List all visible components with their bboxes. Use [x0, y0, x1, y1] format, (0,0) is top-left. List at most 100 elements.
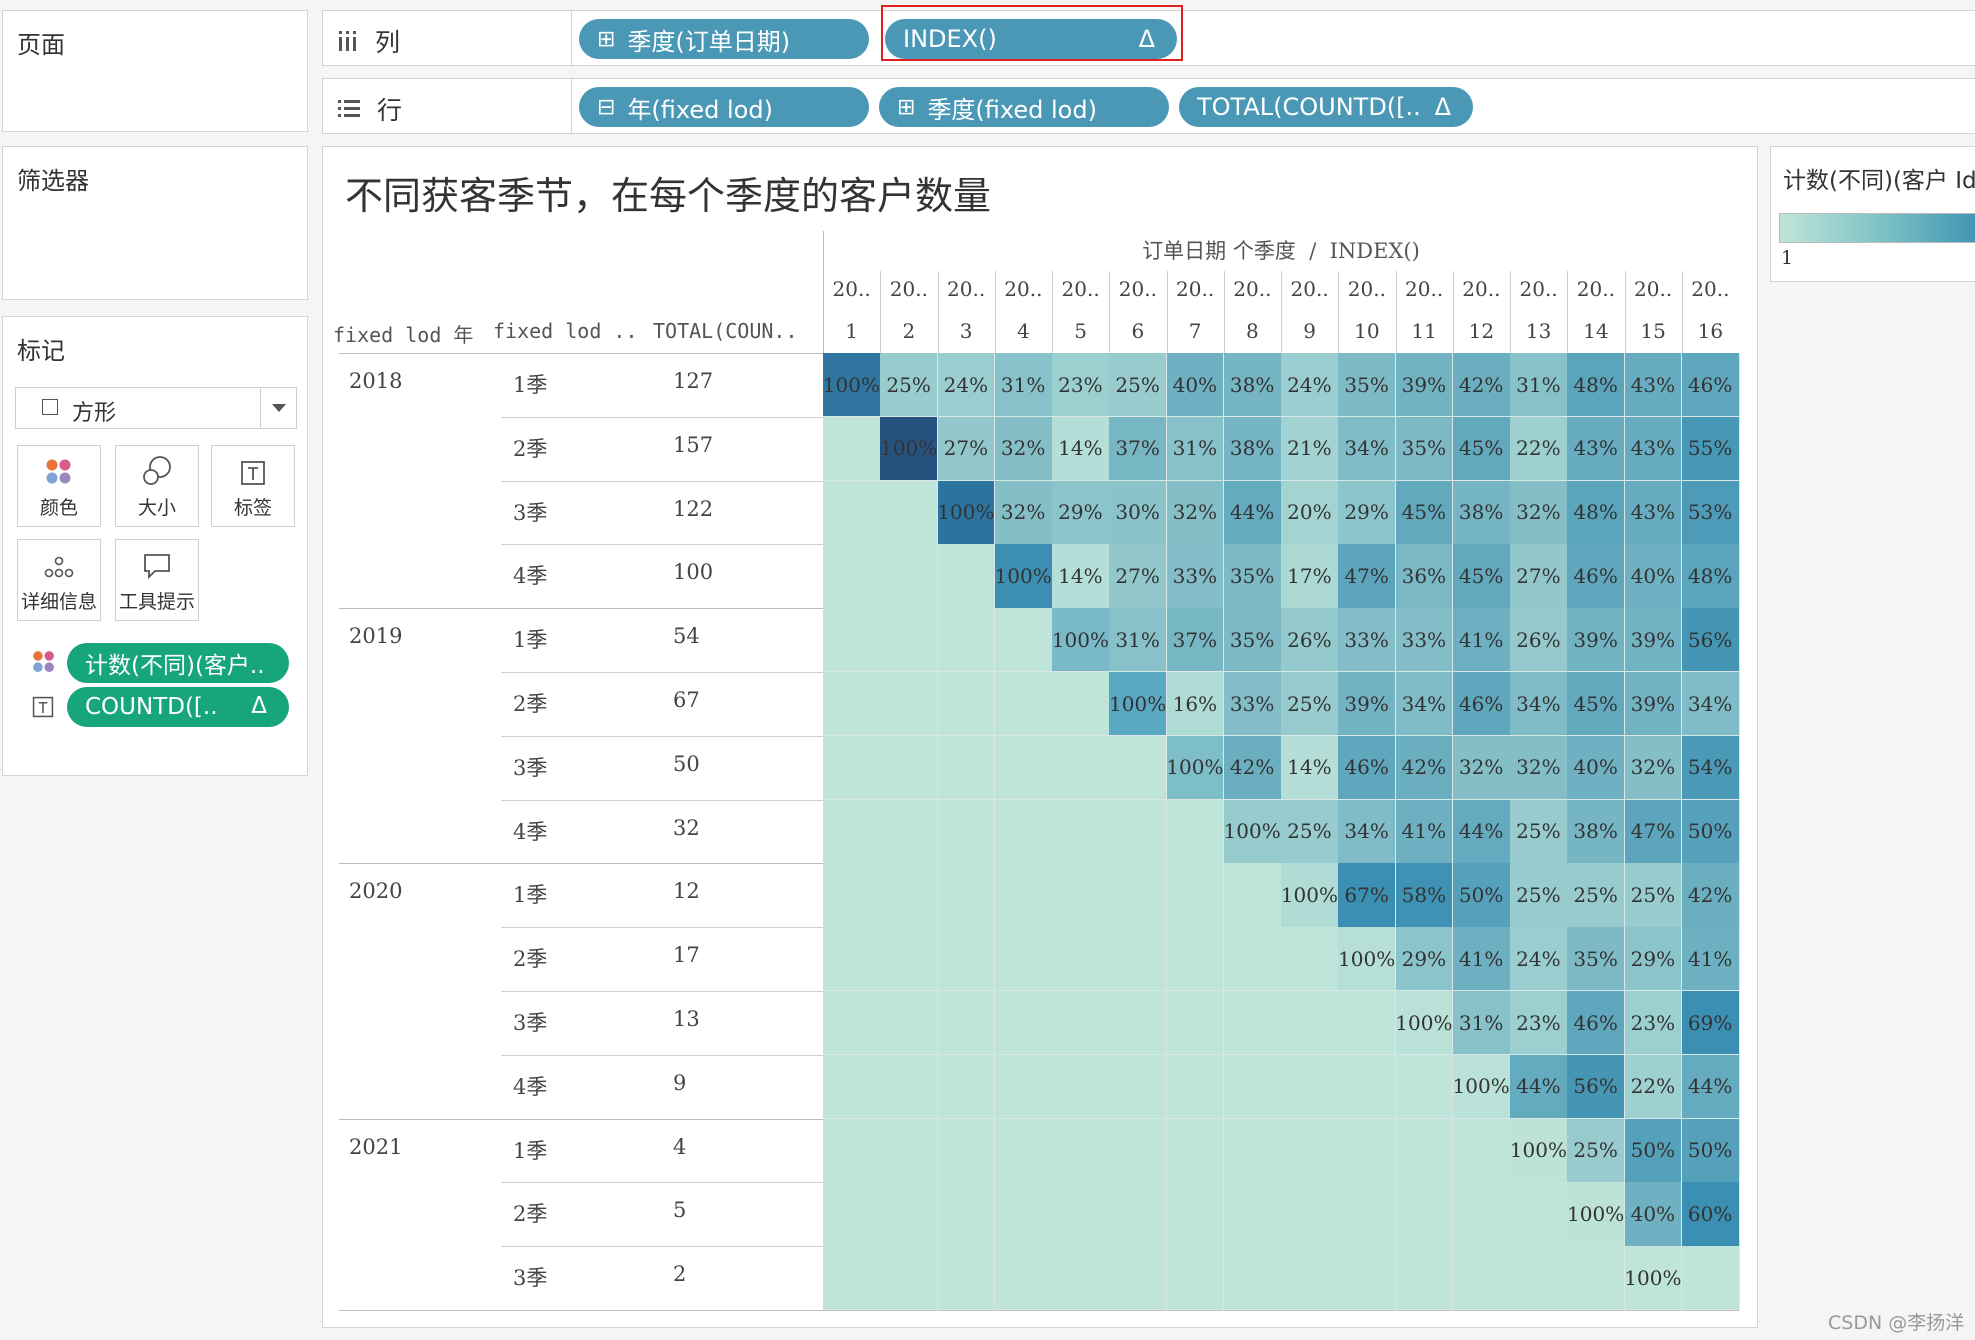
heatmap-cell[interactable]: 100% — [1224, 799, 1282, 864]
heatmap-cell[interactable]: 24% — [937, 353, 996, 418]
row-quarter-label[interactable]: 2季 — [513, 947, 548, 972]
heatmap-cell[interactable] — [1166, 1182, 1225, 1247]
heatmap-cell[interactable] — [823, 480, 881, 545]
heatmap-cell[interactable] — [1510, 1246, 1568, 1311]
row-quarter-label[interactable]: 1季 — [513, 373, 548, 397]
heatmap-cell[interactable]: 44% — [1510, 1054, 1568, 1120]
heatmap-cell[interactable]: 46% — [1338, 735, 1396, 801]
column-index-label[interactable]: 8 — [1246, 319, 1259, 343]
heatmap-cell[interactable] — [1109, 1246, 1167, 1311]
row-year-label[interactable]: 2018 — [349, 369, 403, 393]
heatmap-cell[interactable] — [937, 735, 996, 801]
heatmap-cell[interactable]: 41% — [1681, 927, 1740, 992]
heatmap-cell[interactable]: 27% — [1510, 544, 1568, 609]
heatmap-cell[interactable]: 27% — [937, 416, 996, 482]
year-fixed-lod-pill[interactable]: ⊟ 年(fixed lod) — [579, 87, 869, 127]
heatmap-cell[interactable] — [1281, 1182, 1339, 1247]
heatmap-cell[interactable]: 24% — [1510, 927, 1568, 992]
total-countd-pill[interactable]: TOTAL(COUNTD([.. Δ — [1179, 87, 1473, 127]
heatmap-cell[interactable]: 38% — [1567, 799, 1625, 864]
heatmap-cell[interactable] — [1166, 1246, 1225, 1311]
row-quarter-label[interactable]: 3季 — [513, 500, 548, 525]
heatmap-cell[interactable] — [1052, 1246, 1110, 1311]
tooltip-button[interactable]: 工具提示 — [115, 539, 199, 621]
heatmap-cell[interactable] — [937, 672, 996, 737]
column-date-label[interactable]: 20.. — [1004, 277, 1043, 301]
heatmap-cell[interactable] — [1281, 1246, 1339, 1311]
heatmap-cell[interactable] — [1452, 1118, 1511, 1183]
heatmap-cell[interactable] — [1109, 1054, 1167, 1120]
heatmap-cell[interactable]: 44% — [1223, 480, 1282, 545]
heatmap-cell[interactable]: 60% — [1681, 1182, 1740, 1247]
heatmap-cell[interactable] — [937, 608, 996, 673]
heatmap-cell[interactable]: 32% — [994, 416, 1053, 482]
heatmap-cell[interactable]: 100% — [1567, 1182, 1625, 1247]
heatmap-cell[interactable] — [1223, 991, 1282, 1056]
heatmap-cell[interactable]: 48% — [1567, 353, 1625, 418]
heatmap-cell[interactable] — [937, 544, 996, 609]
heatmap-cell[interactable]: 100% — [1453, 1054, 1511, 1120]
heatmap-cell[interactable] — [880, 608, 938, 673]
heatmap-cell[interactable]: 42% — [1452, 353, 1511, 418]
heatmap-cell[interactable]: 31% — [1452, 991, 1511, 1056]
heatmap-cell[interactable]: 50% — [1681, 799, 1740, 864]
heatmap-cell[interactable]: 35% — [1338, 353, 1396, 418]
heatmap-cell[interactable]: 41% — [1452, 927, 1511, 992]
heatmap-cell[interactable] — [1109, 735, 1167, 801]
label-button[interactable]: 标签 — [211, 445, 295, 527]
row-quarter-label[interactable]: 2季 — [513, 1202, 548, 1227]
heatmap-cell[interactable] — [1223, 863, 1282, 928]
heatmap-cell[interactable]: 44% — [1452, 799, 1511, 864]
heatmap-cell[interactable]: 58% — [1395, 863, 1454, 928]
heatmap-cell[interactable] — [823, 991, 881, 1056]
heatmap-cell[interactable]: 31% — [1510, 353, 1568, 418]
heatmap-cell[interactable] — [880, 735, 938, 801]
column-date-label[interactable]: 20.. — [832, 277, 871, 301]
heatmap-cell[interactable] — [937, 799, 996, 864]
heatmap-cell[interactable] — [1223, 1246, 1282, 1311]
heatmap-cell[interactable]: 22% — [1510, 416, 1568, 482]
heatmap-cell[interactable] — [994, 1054, 1053, 1120]
heatmap-cell[interactable]: 16% — [1166, 672, 1225, 737]
row-quarter-label[interactable]: 2季 — [513, 436, 548, 461]
column-index-label[interactable]: 6 — [1131, 319, 1145, 343]
heatmap-cell[interactable]: 34% — [1395, 672, 1454, 737]
heatmap-cell[interactable]: 39% — [1567, 608, 1625, 673]
heatmap-cell[interactable]: 31% — [1109, 608, 1167, 673]
heatmap-cell[interactable]: 42% — [1223, 735, 1282, 801]
heatmap-cell[interactable]: 100% — [1624, 1246, 1683, 1311]
column-date-label[interactable]: 20.. — [1061, 277, 1100, 301]
heatmap-cell[interactable] — [1395, 1118, 1454, 1183]
heatmap-cell[interactable]: 45% — [1567, 672, 1625, 737]
heatmap-cell[interactable] — [1223, 1118, 1282, 1183]
column-date-label[interactable]: 20.. — [1176, 277, 1215, 301]
heatmap-cell[interactable]: 43% — [1624, 416, 1683, 482]
column-index-label[interactable]: 5 — [1074, 319, 1087, 343]
heatmap-cell[interactable] — [1166, 991, 1225, 1056]
heatmap-cell[interactable]: 45% — [1395, 480, 1454, 545]
heatmap-cell[interactable] — [1109, 1182, 1167, 1247]
column-date-label[interactable]: 20.. — [1118, 277, 1157, 301]
heatmap-cell[interactable] — [1281, 927, 1339, 992]
heatmap-cell[interactable] — [823, 1246, 881, 1311]
column-index-label[interactable]: 16 — [1697, 319, 1724, 343]
heatmap-cell[interactable] — [1395, 1054, 1454, 1120]
row-header-label[interactable]: TOTAL(COUN.. — [653, 319, 798, 343]
heatmap-cell[interactable] — [880, 1118, 938, 1183]
heatmap-cell[interactable]: 25% — [1510, 799, 1568, 864]
heatmap-cell[interactable]: 26% — [1510, 608, 1568, 673]
heatmap-cell[interactable] — [823, 416, 881, 482]
heatmap-cell[interactable] — [1052, 1054, 1110, 1120]
heatmap-cell[interactable]: 24% — [1281, 353, 1339, 418]
row-header-label[interactable]: fixed lod 年 — [333, 323, 474, 347]
heatmap-cell[interactable] — [1452, 1246, 1511, 1311]
column-date-label[interactable]: 20.. — [1691, 277, 1730, 301]
heatmap-cell[interactable]: 34% — [1338, 416, 1396, 482]
heatmap-cell[interactable]: 40% — [1567, 735, 1625, 801]
color-button[interactable]: 颜色 — [17, 445, 101, 527]
heatmap-cell[interactable] — [1338, 1118, 1396, 1183]
heatmap-cell[interactable] — [1052, 927, 1110, 992]
heatmap-cell[interactable] — [1052, 863, 1110, 928]
heatmap-cell[interactable]: 32% — [994, 480, 1053, 545]
heatmap-cell[interactable]: 39% — [1395, 353, 1454, 418]
